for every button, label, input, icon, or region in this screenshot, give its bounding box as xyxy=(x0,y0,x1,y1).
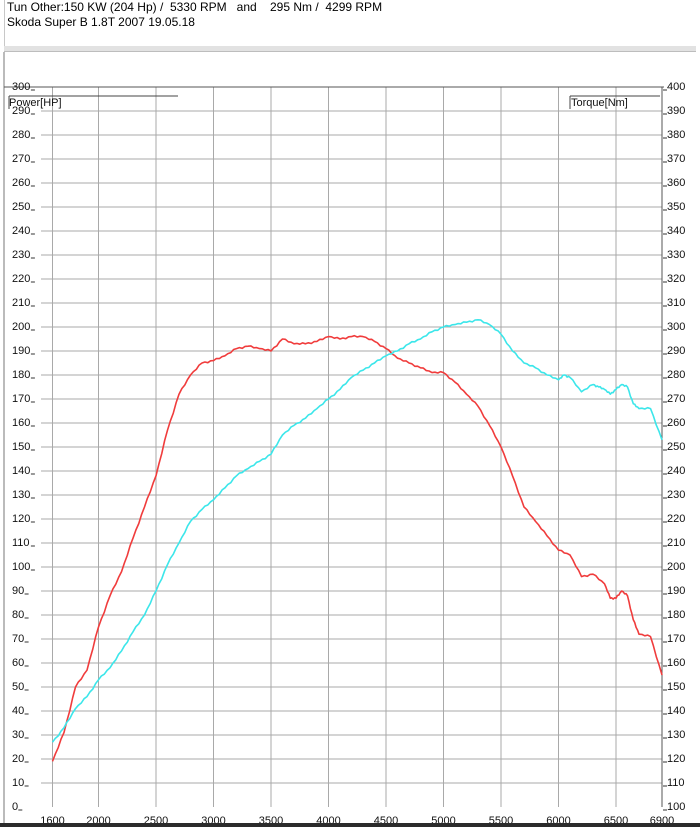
y-tick-label: 110 xyxy=(12,537,30,549)
chart-subtitle: Skoda Super B 1.8T 2007 19.05.18 xyxy=(7,15,195,29)
y-tick-label: 20 xyxy=(12,753,24,765)
y-right-tick-label: 380 xyxy=(667,129,685,141)
y-tick-label: 250 xyxy=(12,201,30,213)
y-tick-label: 130 xyxy=(12,489,30,501)
y-tick-label: 0 xyxy=(12,801,18,813)
y-right-tick-label: 260 xyxy=(667,417,685,429)
header-separator xyxy=(4,46,696,52)
y-right-tick-label: 360 xyxy=(667,177,685,189)
y-tick-label: 30 xyxy=(12,729,24,741)
axes xyxy=(3,52,664,827)
y-right-tick-label: 170 xyxy=(667,633,685,645)
y-right-tick-label: 100 xyxy=(667,801,685,813)
y-axis-title-left: Power[HP] xyxy=(9,97,62,109)
y-right-tick-label: 160 xyxy=(667,657,685,669)
y-right-tick-label: 150 xyxy=(667,681,685,693)
y-right-tick-label: 220 xyxy=(667,513,685,525)
y-right-tick-label: 110 xyxy=(667,777,685,789)
y-right-tick-label: 320 xyxy=(667,273,685,285)
y-tick-label: 60 xyxy=(12,657,24,669)
y-tick-label: 210 xyxy=(12,297,30,309)
y-tick-label: 90 xyxy=(12,585,24,597)
y-tick-label: 240 xyxy=(12,225,30,237)
y-right-tick-label: 140 xyxy=(667,705,685,717)
y-tick-label: 220 xyxy=(12,273,30,285)
y-tick-label: 140 xyxy=(12,465,30,477)
y-right-tick-label: 280 xyxy=(667,369,685,381)
y-tick-label: 180 xyxy=(12,369,30,381)
y-tick-label: 120 xyxy=(12,513,30,525)
y-right-tick-label: 290 xyxy=(667,345,685,357)
power-series-line xyxy=(51,334,663,762)
y-tick-label: 270 xyxy=(12,153,30,165)
y-tick-label: 290 xyxy=(12,105,30,117)
y-right-tick-label: 130 xyxy=(667,729,685,741)
y-tick-label: 280 xyxy=(12,129,30,141)
y-tick-label: 100 xyxy=(12,561,30,573)
y-right-tick-label: 330 xyxy=(667,249,685,261)
y-tick-label: 230 xyxy=(12,249,30,261)
y-right-tick-label: 340 xyxy=(667,225,685,237)
y-tick-label: 70 xyxy=(12,633,24,645)
y-tick-label: 40 xyxy=(12,705,24,717)
dyno-chart: 0 10 20 30 40 50 60 70 80 90 100 110 120 130 140 150 160… xyxy=(0,52,700,827)
y-tick-label: 160 xyxy=(12,417,30,429)
torque-series-line xyxy=(51,319,663,743)
y-tick-label: 170 xyxy=(12,393,30,405)
grid-lines xyxy=(41,87,662,807)
y-right-tick-label: 300 xyxy=(667,321,685,333)
y-right-tick-label: 310 xyxy=(667,297,685,309)
y-tick-label: 50 xyxy=(12,681,24,693)
y-tick-label: 150 xyxy=(12,441,30,453)
chart-header: Tun Other:150 KW (204 Hp) / 5330 RPM and… xyxy=(4,0,695,50)
y-tick-label: 10 xyxy=(12,777,24,789)
y-tick-label: 80 xyxy=(12,609,24,621)
y-right-tick-label: 240 xyxy=(667,465,685,477)
y-right-tick-label: 270 xyxy=(667,393,685,405)
y-tick-label: 300 xyxy=(12,81,30,93)
dyno-chart-svg: 0 10 20 30 40 50 60 70 80 90 100 110 120 130 140 150 160… xyxy=(3,52,685,827)
y-tick-label: 190 xyxy=(12,345,30,357)
y-right-tick-label: 210 xyxy=(667,537,685,549)
y-right-tick-label: 190 xyxy=(667,585,685,597)
bottom-bar xyxy=(0,823,700,827)
chart-title: Tun Other:150 KW (204 Hp) / 5330 RPM and… xyxy=(7,0,383,14)
y-tick-label: 260 xyxy=(12,177,30,189)
y-right-tick-label: 250 xyxy=(667,441,685,453)
y-tick-label: 200 xyxy=(12,321,30,333)
y-right-tick-label: 120 xyxy=(667,753,685,765)
y-right-tick-label: 180 xyxy=(667,609,685,621)
y-right-tick-label: 370 xyxy=(667,153,685,165)
y-right-tick-label: 350 xyxy=(667,201,685,213)
y-right-tick-label: 200 xyxy=(667,561,685,573)
y-axis-title-right: Torque[Nm] xyxy=(571,97,628,109)
axis-labels: 0 10 20 30 40 50 60 70 80 90 100 110 120 130 140 150 160… xyxy=(8,81,685,827)
series-lines xyxy=(51,319,663,762)
y-right-tick-label: 230 xyxy=(667,489,685,501)
y-right-tick-label: 400 xyxy=(667,81,685,93)
y-right-tick-label: 390 xyxy=(667,105,685,117)
